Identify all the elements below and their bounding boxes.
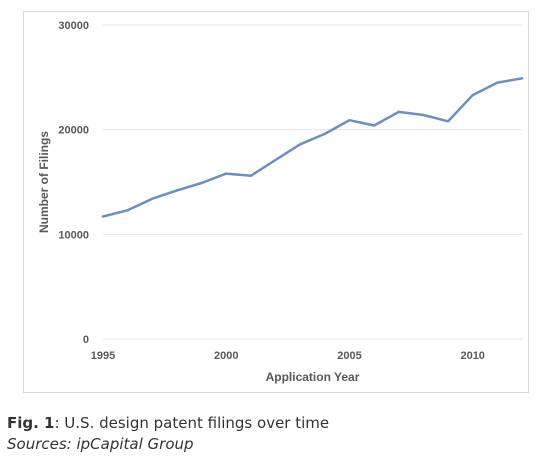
x-tick-label: 2010: [460, 350, 484, 362]
data-point: [397, 110, 400, 114]
data-point: [446, 120, 450, 123]
data-point: [175, 189, 179, 192]
caption-source: Sources: ipCapital Group: [7, 435, 194, 453]
data-point: [422, 113, 425, 117]
caption-line: Fig. 1: U.S. design patent filings over …: [7, 413, 329, 434]
x-tick-label: 2000: [214, 350, 238, 362]
data-point: [200, 181, 203, 185]
data-point: [101, 215, 105, 218]
data-point: [372, 124, 376, 127]
chart-frame: 0 10000 20000 30000 1995 2000 2005 2010 Applicat…: [23, 11, 529, 393]
y-axis-title: Number of Filings: [37, 131, 51, 233]
data-point: [520, 77, 524, 80]
caption-text: : U.S. design patent filings over time: [54, 414, 330, 432]
data-point: [298, 143, 302, 146]
x-axis-title: Application Year: [266, 370, 360, 384]
data-point: [151, 197, 154, 200]
line-chart: 0 10000 20000 30000 1995 2000 2005 2010 Applicat…: [37, 20, 524, 384]
data-point: [348, 119, 351, 122]
y-tick-label: 20000: [58, 125, 89, 137]
y-tick-label: 30000: [58, 20, 89, 32]
series-line: [101, 77, 524, 218]
y-tick-label: 10000: [58, 229, 89, 241]
data-point: [126, 209, 129, 212]
data-point: [225, 172, 228, 175]
figure-caption: Fig. 1: U.S. design patent filings over …: [7, 413, 329, 455]
data-point: [274, 158, 277, 162]
data-point: [249, 174, 253, 177]
data-point: [496, 81, 499, 84]
x-tick-label: 1995: [91, 350, 115, 362]
data-point: [323, 132, 327, 136]
figure-label: Fig. 1: [7, 414, 55, 432]
x-tick-label: 2005: [337, 350, 361, 362]
y-tick-label: 0: [83, 334, 89, 346]
data-point: [471, 93, 474, 97]
